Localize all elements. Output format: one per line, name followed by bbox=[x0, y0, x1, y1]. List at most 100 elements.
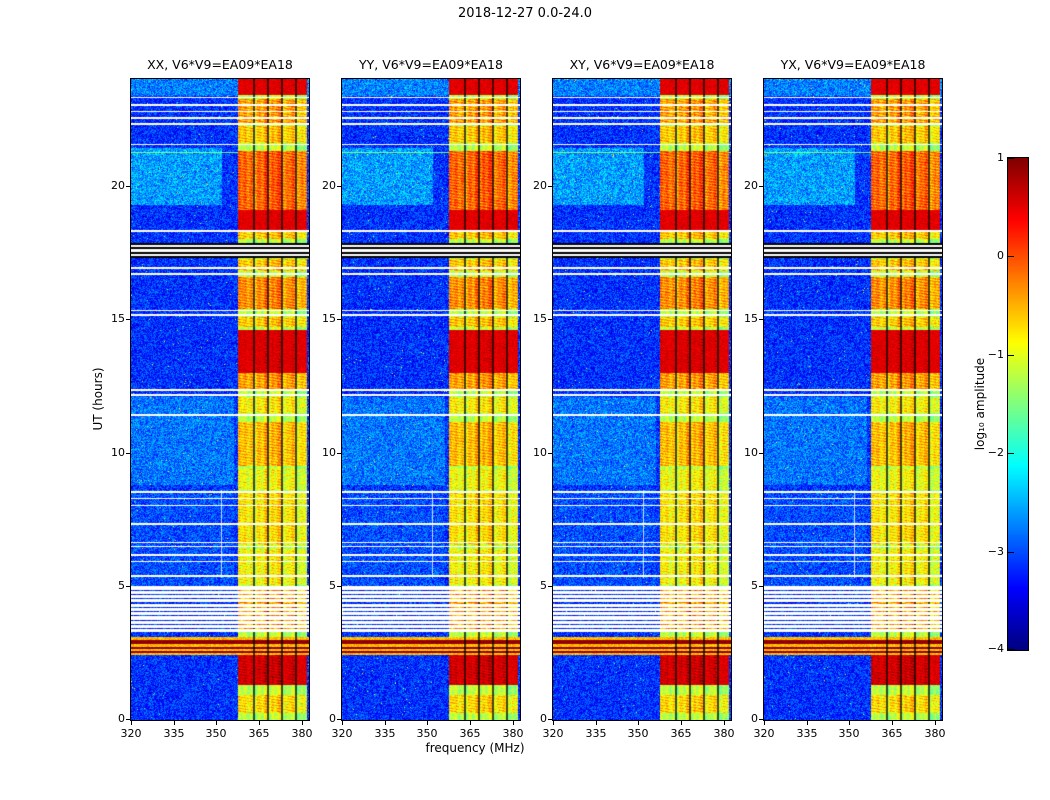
y-tick bbox=[126, 586, 130, 587]
y-tick bbox=[337, 719, 341, 720]
y-tick bbox=[126, 453, 130, 454]
x-tick-label: 335 bbox=[374, 727, 396, 740]
y-tick bbox=[126, 186, 130, 187]
panel-title-yy: YY, V6*V9=EA09*EA18 bbox=[359, 57, 503, 72]
y-tick-label: 10 bbox=[744, 446, 758, 459]
y-tick-label: 0 bbox=[540, 712, 547, 725]
y-tick bbox=[548, 453, 552, 454]
y-tick-label: 0 bbox=[329, 712, 336, 725]
y-tick-label: 5 bbox=[540, 579, 547, 592]
x-tick bbox=[385, 721, 386, 725]
x-tick bbox=[724, 721, 725, 725]
x-tick-label: 350 bbox=[627, 727, 649, 740]
x-tick-label: 320 bbox=[120, 727, 142, 740]
x-tick-label: 335 bbox=[796, 727, 818, 740]
x-tick bbox=[216, 721, 217, 725]
y-tick-label: 5 bbox=[329, 579, 336, 592]
y-tick-label: 20 bbox=[744, 179, 758, 192]
y-tick-label: 10 bbox=[533, 446, 547, 459]
y-tick bbox=[548, 586, 552, 587]
y-tick bbox=[759, 719, 763, 720]
x-tick-label: 320 bbox=[542, 727, 564, 740]
y-tick bbox=[337, 453, 341, 454]
panel-title-xx: XX, V6*V9=EA09*EA18 bbox=[147, 57, 293, 72]
x-tick bbox=[764, 721, 765, 725]
x-tick-label: 365 bbox=[670, 727, 692, 740]
y-axis-label: UT (hours) bbox=[91, 367, 105, 431]
x-tick bbox=[807, 721, 808, 725]
x-tick-label: 380 bbox=[291, 727, 313, 740]
x-tick bbox=[553, 721, 554, 725]
spectrogram-canvas-xx bbox=[130, 78, 310, 721]
y-tick-label: 0 bbox=[118, 712, 125, 725]
x-tick bbox=[513, 721, 514, 725]
x-tick bbox=[342, 721, 343, 725]
y-tick bbox=[759, 186, 763, 187]
panel-title-xy: XY, V6*V9=EA09*EA18 bbox=[569, 57, 715, 72]
colorbar-gradient bbox=[1007, 157, 1029, 651]
x-tick-label: 335 bbox=[163, 727, 185, 740]
x-tick bbox=[470, 721, 471, 725]
colorbar-tick bbox=[1008, 552, 1014, 553]
x-tick bbox=[681, 721, 682, 725]
colorbar-tick-label: −3 bbox=[987, 545, 1004, 558]
x-tick bbox=[174, 721, 175, 725]
y-tick-label: 15 bbox=[322, 312, 336, 325]
colorbar-tick-label: 1 bbox=[997, 151, 1004, 164]
spectrogram-canvas-yx bbox=[763, 78, 943, 721]
colorbar-tick bbox=[1008, 158, 1014, 159]
x-tick-label: 365 bbox=[248, 727, 270, 740]
y-tick bbox=[759, 586, 763, 587]
x-axis-label: frequency (MHz) bbox=[425, 741, 525, 755]
x-tick bbox=[596, 721, 597, 725]
y-tick bbox=[337, 586, 341, 587]
x-tick-label: 335 bbox=[585, 727, 607, 740]
y-tick-label: 15 bbox=[744, 312, 758, 325]
y-tick-label: 10 bbox=[111, 446, 125, 459]
y-tick-label: 10 bbox=[322, 446, 336, 459]
y-tick bbox=[337, 186, 341, 187]
colorbar-tick-label: −1 bbox=[987, 348, 1004, 361]
colorbar-tick bbox=[1008, 649, 1014, 650]
x-tick-label: 380 bbox=[713, 727, 735, 740]
x-tick-label: 350 bbox=[416, 727, 438, 740]
figure-title: 2018-12-27 0.0-24.0 bbox=[458, 6, 592, 21]
x-tick-label: 365 bbox=[459, 727, 481, 740]
spectrogram-canvas-xy bbox=[552, 78, 732, 721]
colorbar-tick-label: −4 bbox=[987, 642, 1004, 655]
spectrogram-canvas-yy bbox=[341, 78, 521, 721]
x-tick-label: 365 bbox=[881, 727, 903, 740]
y-tick bbox=[759, 453, 763, 454]
y-tick bbox=[759, 319, 763, 320]
x-tick-label: 380 bbox=[502, 727, 524, 740]
x-tick-label: 320 bbox=[331, 727, 353, 740]
y-tick-label: 0 bbox=[751, 712, 758, 725]
x-tick bbox=[302, 721, 303, 725]
colorbar-tick bbox=[1008, 256, 1014, 257]
y-tick-label: 15 bbox=[533, 312, 547, 325]
x-tick-label: 350 bbox=[205, 727, 227, 740]
x-tick bbox=[638, 721, 639, 725]
x-tick bbox=[935, 721, 936, 725]
x-tick-label: 320 bbox=[753, 727, 775, 740]
x-tick bbox=[849, 721, 850, 725]
x-tick bbox=[427, 721, 428, 725]
y-tick bbox=[548, 186, 552, 187]
y-tick bbox=[126, 319, 130, 320]
y-tick bbox=[548, 719, 552, 720]
colorbar-tick-label: 0 bbox=[997, 249, 1004, 262]
y-tick-label: 15 bbox=[111, 312, 125, 325]
y-tick bbox=[337, 319, 341, 320]
y-tick-label: 20 bbox=[533, 179, 547, 192]
colorbar-tick-label: −2 bbox=[987, 446, 1004, 459]
colorbar-tick bbox=[1008, 355, 1014, 356]
x-tick-label: 380 bbox=[924, 727, 946, 740]
x-tick bbox=[892, 721, 893, 725]
x-tick bbox=[259, 721, 260, 725]
x-tick-label: 350 bbox=[838, 727, 860, 740]
colorbar-tick bbox=[1008, 453, 1014, 454]
y-tick-label: 20 bbox=[322, 179, 336, 192]
y-tick bbox=[548, 319, 552, 320]
y-tick-label: 5 bbox=[118, 579, 125, 592]
